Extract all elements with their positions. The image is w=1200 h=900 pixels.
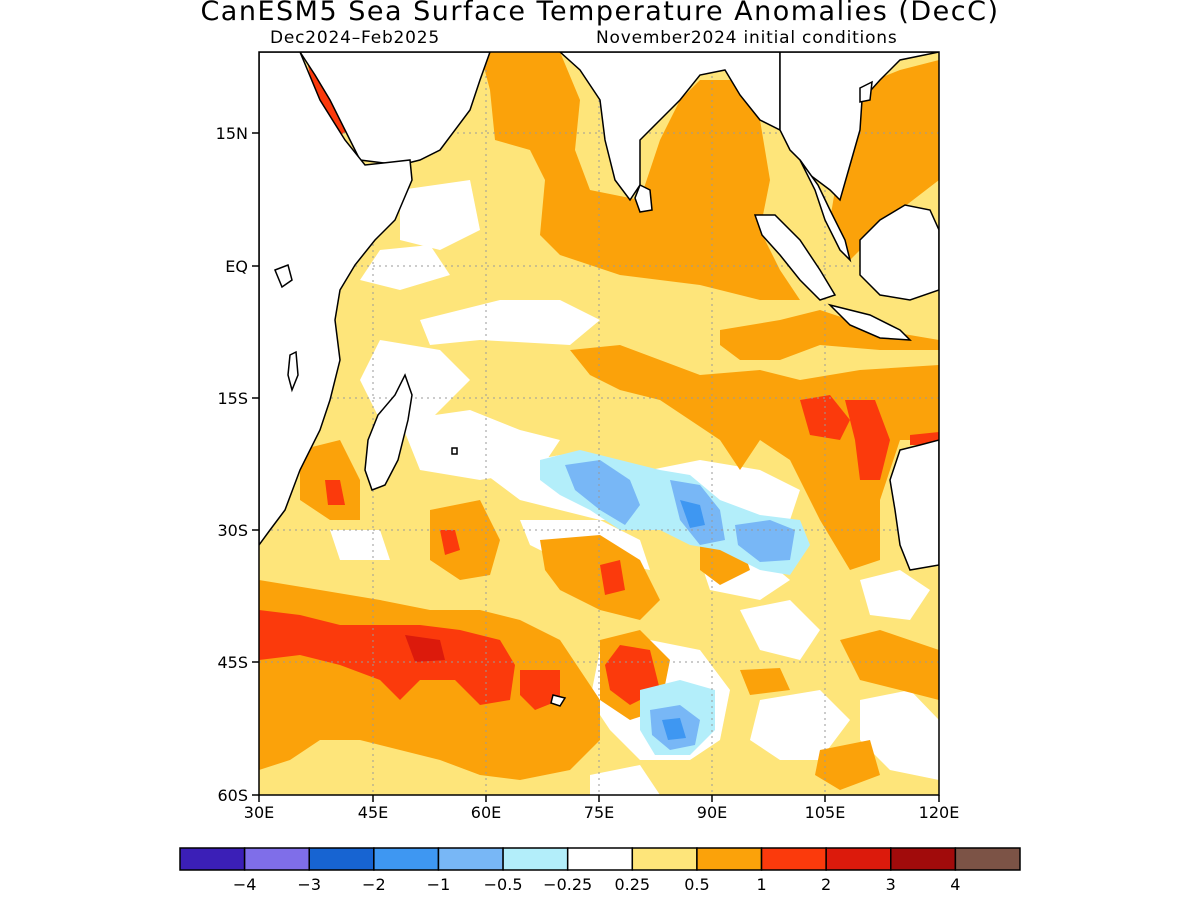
lon-label: 45E — [358, 803, 388, 822]
india — [558, 52, 781, 202]
madagascar — [364, 373, 413, 491]
latitude-labels: 15N EQ 15S 30S 45S 60S — [216, 124, 248, 805]
lon-label: 105E — [805, 803, 846, 822]
initial-conditions: November2024 initial conditions — [596, 28, 898, 48]
lon-label: 90E — [697, 803, 727, 822]
lon-label: 60E — [471, 803, 501, 822]
grid-lines — [259, 52, 939, 795]
map-title: CanESM5 Sea Surface Temperature Anomalie… — [200, 0, 1000, 27]
sri-lanka — [634, 183, 653, 213]
colorbar-label: −0.5 — [484, 875, 523, 894]
sumatra — [753, 214, 837, 301]
colorbar-swatch — [825, 847, 892, 871]
colorbar-swatch — [308, 847, 375, 871]
lon-label: 75E — [584, 803, 614, 822]
lat-label: EQ — [225, 257, 248, 276]
colorbar-label: 2 — [821, 875, 831, 894]
hot-regions — [259, 52, 939, 710]
colorbar-labels: −4 −3 −2 −1 −0.5 −0.25 0.25 0.5 1 2 3 4 — [233, 875, 961, 894]
colorbar-label: −4 — [233, 875, 257, 894]
malay-peninsula — [799, 159, 852, 263]
colorbar-swatch — [566, 847, 634, 871]
colorbar-label: 4 — [950, 875, 960, 894]
colorbar-swatch — [631, 847, 698, 871]
colorbar-swatch — [954, 847, 1021, 871]
colorbar-label: 1 — [756, 875, 766, 894]
colorbar-label: 3 — [886, 875, 896, 894]
very-hot-regions — [405, 635, 445, 662]
australia — [889, 439, 939, 571]
land-masses — [259, 52, 939, 707]
coldest-regions — [662, 500, 705, 740]
colorbar-label: −1 — [427, 875, 451, 894]
lat-label: 30S — [217, 521, 248, 540]
lat-label: 45S — [217, 653, 248, 672]
africa — [259, 52, 413, 547]
java — [827, 303, 912, 341]
axis-ticks — [252, 132, 940, 802]
colorbar-label: 0.25 — [614, 875, 650, 894]
colorbar-swatch — [696, 847, 763, 871]
colorbar-label: −3 — [297, 875, 321, 894]
lon-label: 30E — [244, 803, 274, 822]
colorbar-swatch — [890, 847, 957, 871]
colorbar-swatch — [760, 847, 827, 871]
southeast-asia — [779, 52, 939, 202]
lat-label: 60S — [217, 786, 248, 805]
colorbar-swatch — [502, 847, 569, 871]
colorbar-label: −0.25 — [543, 875, 592, 894]
colorbar-label: 0.5 — [684, 875, 709, 894]
anomaly-field — [259, 52, 939, 795]
colorbar-swatch — [179, 847, 246, 871]
borneo — [859, 204, 939, 301]
colorbar — [179, 847, 1021, 871]
lat-label: 15S — [217, 389, 248, 408]
colorbar-swatch — [373, 847, 440, 871]
forecast-period: Dec2024–Feb2025 — [270, 28, 441, 48]
lon-label: 120E — [919, 803, 960, 822]
lat-label: 15N — [216, 124, 248, 143]
colorbar-swatch — [437, 847, 504, 871]
colorbar-swatch — [243, 847, 310, 871]
longitude-labels: 30E 45E 60E 75E 90E 105E 120E — [244, 803, 960, 822]
colorbar-label: −2 — [362, 875, 386, 894]
